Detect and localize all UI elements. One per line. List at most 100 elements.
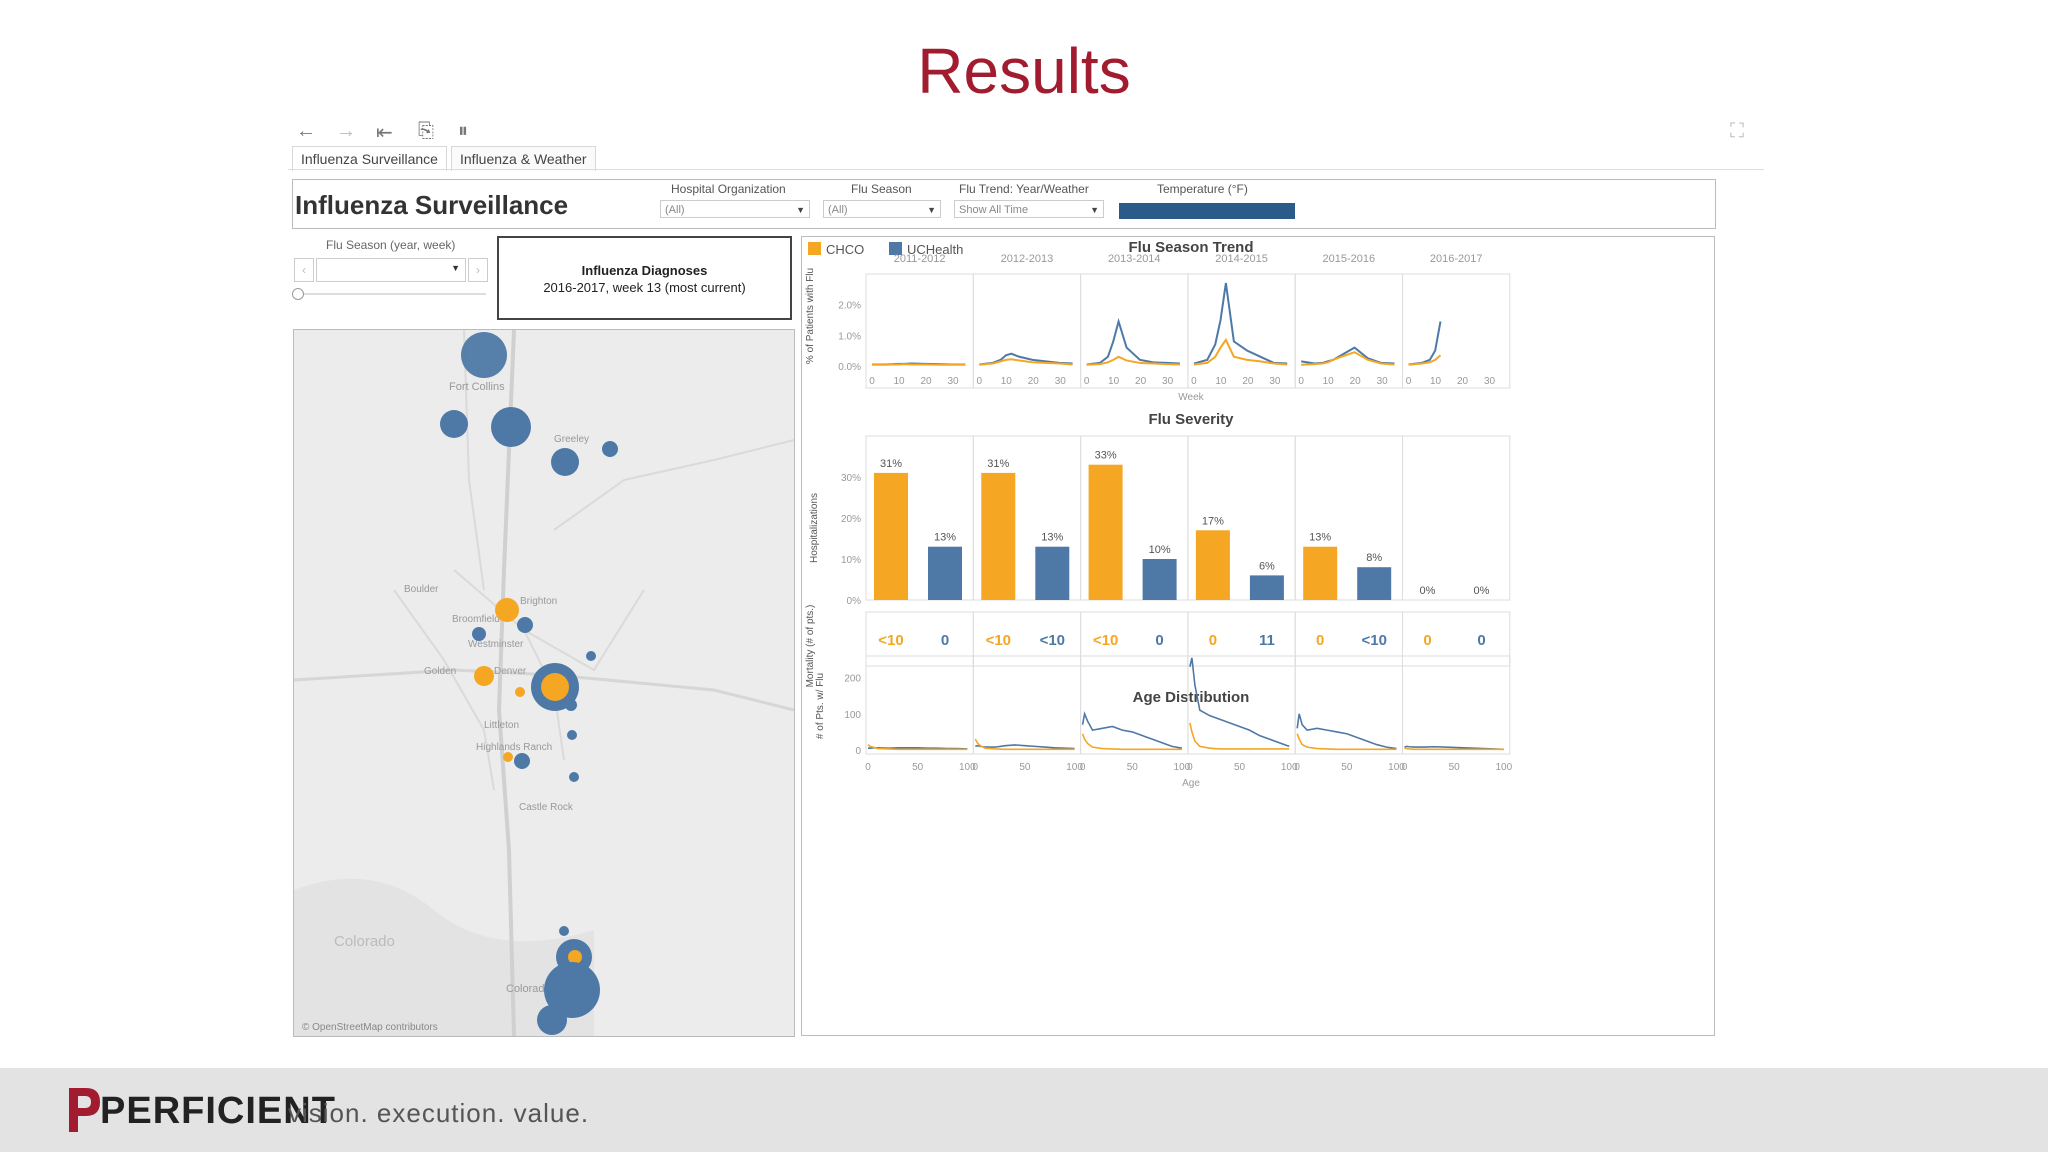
trend-x-label: Week: [1178, 392, 1204, 403]
site-marker-uc[interactable]: [461, 332, 507, 378]
season-slider-handle[interactable]: [292, 288, 304, 300]
trend-x-tick: 30: [1269, 376, 1281, 387]
mortality-value-uc: <10: [1361, 632, 1386, 649]
place-label: Fort Collins: [449, 381, 505, 393]
mortality-value-uc: 0: [1155, 632, 1163, 649]
trend-y-tick: 0.0%: [838, 362, 861, 373]
site-marker-uc[interactable]: [551, 448, 579, 476]
severity-y-tick: 30%: [841, 473, 861, 484]
severity-bar-uc: [1035, 546, 1070, 600]
map[interactable]: Fort Collins Greeley Boulder Brighton Br…: [293, 329, 795, 1037]
site-marker-chco[interactable]: [541, 673, 569, 701]
site-marker-uc[interactable]: [440, 410, 468, 438]
season-slider-track[interactable]: [296, 293, 486, 295]
site-marker-chco[interactable]: [503, 752, 513, 762]
site-marker-uc[interactable]: [565, 699, 577, 711]
season-stepper[interactable]: ‹ ▼ ›: [294, 258, 488, 282]
pause-icon[interactable]: ⏸: [458, 120, 468, 142]
site-marker-uc[interactable]: [559, 926, 569, 936]
severity-label-uc: 0%: [1474, 585, 1490, 597]
map-canvas[interactable]: Fort Collins Greeley Boulder Brighton Br…: [294, 330, 794, 1036]
revert-icon[interactable]: ⇤: [376, 122, 393, 144]
site-marker-chco[interactable]: [568, 950, 582, 964]
mortality-value-uc: 0: [1477, 632, 1485, 649]
age-x-tick: 50: [1019, 762, 1031, 773]
temperature-label: Temperature (°F): [1157, 182, 1248, 196]
site-marker-uc[interactable]: [544, 962, 600, 1018]
dashboard-title: Influenza Surveillance: [295, 190, 569, 220]
site-marker-uc[interactable]: [569, 772, 579, 782]
site-marker-chco[interactable]: [474, 666, 494, 686]
season-dropdown[interactable]: ▼: [316, 258, 466, 282]
site-marker-chco[interactable]: [495, 598, 519, 622]
tab-influenza-weather[interactable]: Influenza & Weather: [451, 146, 596, 171]
site-marker-uc[interactable]: [537, 1005, 567, 1035]
trend-line-chco: [979, 358, 1073, 366]
trend-x-tick: 0: [1191, 376, 1197, 387]
site-marker-uc[interactable]: [586, 651, 596, 661]
trend-x-tick: 30: [1377, 376, 1389, 387]
trend-x-tick: 10: [1323, 376, 1335, 387]
age-y-tick: 100: [844, 710, 861, 721]
charts-svg: Flu Season Trend % of Patients with Flu 0.…: [805, 239, 1513, 789]
site-marker-uc[interactable]: [514, 753, 530, 769]
severity-label-chco: 13%: [1309, 532, 1331, 544]
forward-icon[interactable]: →: [336, 120, 356, 142]
trend-x-tick: 30: [1484, 376, 1496, 387]
legend-swatch-uc: [889, 242, 902, 255]
place-label: Boulder: [404, 584, 439, 595]
legend-swatch-chco: [808, 242, 821, 255]
trend-line-uc: [979, 352, 1073, 366]
age-line-uc: [1189, 657, 1290, 748]
trend-line-chco: [1193, 337, 1288, 366]
season-select[interactable]: (All) ▼: [823, 200, 941, 218]
footer: [0, 1068, 2048, 1152]
age-chart: Age Distribution# of Pts. w/ Flu01002000…: [815, 655, 1513, 789]
age-line-chco: [1296, 733, 1397, 751]
age-x-tick: 50: [912, 762, 924, 773]
fullscreen-icon[interactable]: ⛶: [1730, 120, 1744, 142]
place-label: Brighton: [520, 596, 557, 607]
perficient-logo-icon: [69, 1088, 100, 1132]
trend-x-tick: 20: [1457, 376, 1469, 387]
site-marker-uc[interactable]: [517, 617, 533, 633]
trend-x-tick: 20: [1242, 376, 1254, 387]
site-marker-uc[interactable]: [602, 441, 618, 457]
age-x-tick: 0: [865, 762, 871, 773]
trend-x-tick: 10: [893, 376, 905, 387]
chevron-down-icon: ▼: [796, 205, 805, 215]
severity-y-tick: 0%: [847, 596, 862, 607]
age-x-tick: 0: [1402, 762, 1408, 773]
mortality-value-uc: 0: [941, 632, 949, 649]
mortality-value-chco: 0: [1423, 632, 1431, 649]
chevron-down-icon: ▼: [927, 205, 936, 215]
tab-influenza-surveillance[interactable]: Influenza Surveillance: [292, 146, 447, 171]
site-marker-uc[interactable]: [491, 407, 531, 447]
diagnoses-subtitle: 2016-2017, week 13 (most current): [543, 280, 746, 295]
mortality-panel: [1402, 611, 1511, 667]
age-x-tick: 100: [1066, 762, 1083, 773]
step-forward-button[interactable]: ›: [468, 258, 488, 282]
trend-x-tick: 20: [1350, 376, 1362, 387]
step-back-button[interactable]: ‹: [294, 258, 314, 282]
refresh-icon[interactable]: ⎘: [418, 120, 434, 142]
site-marker-uc[interactable]: [567, 730, 577, 740]
site-marker-chco[interactable]: [515, 687, 525, 697]
trend-select[interactable]: Show All Time ▼: [954, 200, 1104, 218]
diagnoses-title: Influenza Diagnoses: [581, 263, 708, 278]
site-marker-uc[interactable]: [472, 627, 486, 641]
age-x-tick: 0: [1294, 762, 1300, 773]
trend-x-tick: 20: [920, 376, 932, 387]
back-icon[interactable]: ←: [296, 120, 316, 142]
trend-x-tick: 0: [1406, 376, 1412, 387]
trend-season-header: 2013-2014: [1108, 253, 1161, 265]
trend-title: Flu Season Trend: [1128, 239, 1253, 256]
place-label: Littleton: [484, 720, 519, 731]
legend-label-chco: CHCO: [826, 242, 865, 257]
trend-panel: [972, 273, 1082, 389]
trend-x-tick: 20: [1028, 376, 1040, 387]
severity-label-chco: 17%: [1202, 515, 1224, 527]
severity-bar-chco: [1303, 546, 1338, 600]
hospital-select[interactable]: (All) ▼: [660, 200, 810, 218]
severity-bar-uc: [1142, 559, 1177, 600]
